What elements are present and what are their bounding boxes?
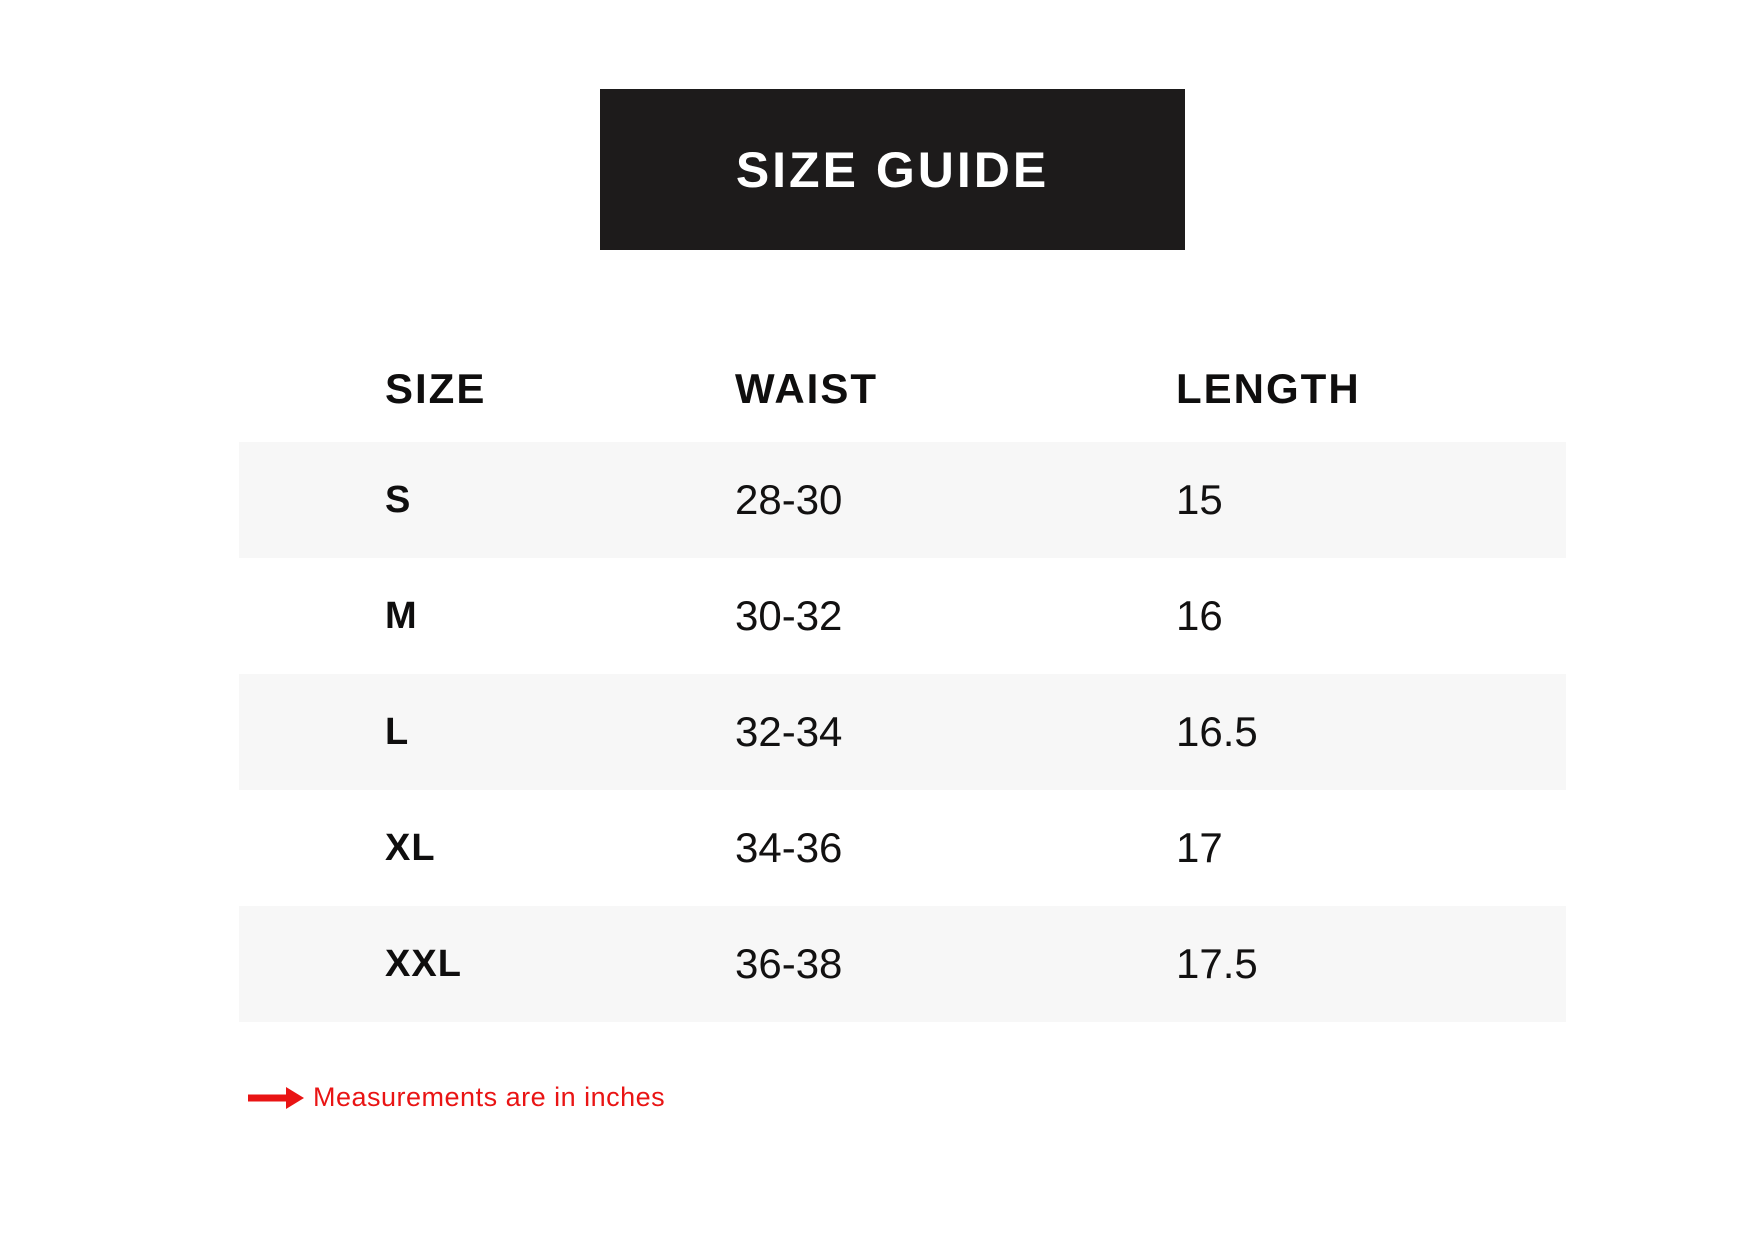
size-value: XXL [385, 942, 462, 985]
column-header-length: LENGTH [1176, 365, 1361, 412]
size-value: L [385, 710, 410, 753]
size-value: S [385, 478, 412, 521]
size-value: XL [385, 826, 436, 869]
table-row-xxl: XXL 36-38 17.5 [239, 906, 1566, 1022]
table-row-xl: XL 34-36 17 [239, 790, 1566, 906]
measurement-note-text: Measurements are in inches [313, 1082, 666, 1112]
length-value: 16 [1176, 592, 1223, 639]
table-header-row: SIZE WAIST LENGTH [239, 336, 1566, 442]
page-title: SIZE GUIDE [735, 141, 1050, 198]
waist-value: 30-32 [735, 592, 843, 639]
column-header-waist: WAIST [735, 365, 878, 412]
waist-value: 32-34 [735, 708, 843, 755]
table-row-l: L 32-34 16.5 [239, 674, 1566, 790]
waist-value: 36-38 [735, 940, 843, 987]
size-guide-banner: SIZE GUIDE [600, 89, 1185, 250]
table-row-s: S 28-30 15 [239, 442, 1566, 558]
waist-value: 28-30 [735, 476, 843, 523]
column-header-size: SIZE [385, 365, 487, 412]
length-value: 16.5 [1176, 708, 1258, 755]
waist-value: 34-36 [735, 824, 843, 871]
length-value: 17 [1176, 824, 1223, 871]
size-value: M [385, 594, 418, 637]
length-value: 17.5 [1176, 940, 1258, 987]
size-table: SIZE WAIST LENGTH S 28-30 15 M 30-32 16 … [239, 336, 1566, 1022]
length-value: 15 [1176, 476, 1223, 523]
measurement-note: Measurements are in inches [248, 1082, 665, 1113]
table-row-m: M 30-32 16 [239, 558, 1566, 674]
right-arrow-icon [248, 1086, 304, 1109]
